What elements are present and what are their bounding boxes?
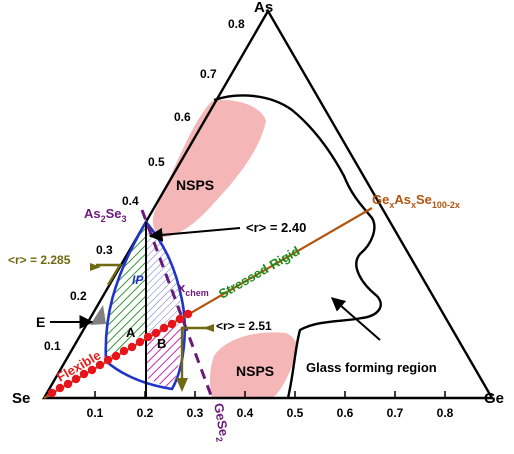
left-edge-tick-labels: 0.1 0.2 0.3 0.4 0.5 0.6 0.7 0.8: [44, 17, 245, 353]
corner-label-as: As: [254, 0, 273, 16]
r2285-label: <r> = 2.285: [8, 253, 71, 267]
left-tick-0.3: 0.3: [96, 243, 113, 257]
left-tick-0.7: 0.7: [200, 67, 217, 81]
left-tick-0.6: 0.6: [174, 110, 191, 124]
left-tick-0.4: 0.4: [122, 194, 139, 208]
composition-point: [127, 342, 137, 352]
e-label: E: [36, 314, 45, 330]
composition-point: [111, 351, 121, 361]
left-tick-0.8: 0.8: [228, 17, 245, 31]
composition-point: [183, 309, 193, 319]
nsps-label-lower: NSPS: [236, 363, 274, 379]
bottom-tick-0.4: 0.4: [237, 406, 254, 420]
left-tick-0.2: 0.2: [70, 289, 87, 303]
composition-point: [143, 332, 153, 342]
xchem-label: xchem: [178, 280, 209, 298]
bottom-tick-0.1: 0.1: [87, 406, 104, 420]
composition-point: [175, 314, 185, 324]
glass-forming-label: Glass forming region: [306, 360, 437, 375]
bottom-tick-0.5: 0.5: [287, 406, 304, 420]
left-tick-0.5: 0.5: [148, 155, 165, 169]
composition-point: [71, 374, 81, 384]
gese2-label: GeSe2: [208, 402, 232, 443]
composition-point: [103, 355, 113, 365]
arrow-glass-forming: [330, 297, 381, 341]
ip-boundary: [104, 219, 187, 391]
bottom-tick-0.3: 0.3: [187, 406, 204, 420]
bottom-tick-labels: 0.1 0.2 0.3 0.4 0.5 0.6 0.7 0.8: [87, 406, 454, 420]
r251-label: <r> = 2.51: [216, 319, 272, 333]
composition-point: [47, 388, 57, 398]
composition-point: [135, 337, 145, 347]
nsps-region-lower: [209, 332, 298, 398]
nsps-region-upper: [152, 100, 266, 238]
corner-label-ge: Ge: [484, 390, 504, 407]
bracket-r2285: [90, 263, 123, 286]
composition-point: [159, 323, 169, 333]
as2se3-label: As2Se3: [84, 206, 127, 224]
left-tick-0.1: 0.1: [44, 339, 61, 353]
zone-a-label: A: [126, 325, 136, 340]
ip-region-hatch-magenta: [146, 325, 182, 389]
formula-label: GexAsxSe100-2x: [372, 192, 460, 210]
ip-label: IP: [132, 273, 144, 287]
glass-forming-boundary: [213, 94, 382, 399]
composition-point: [95, 360, 105, 370]
zone-b-label: B: [157, 336, 166, 351]
stressed-rigid-label: Stressed Rigid: [216, 243, 302, 302]
bottom-tick-0.8: 0.8: [437, 406, 454, 420]
ip-region-hatch-green: [105, 222, 146, 361]
bottom-tick-0.7: 0.7: [387, 406, 404, 420]
composition-point: [55, 383, 65, 393]
bottom-tick-0.6: 0.6: [337, 406, 354, 420]
composition-points: [47, 309, 193, 398]
ternary-triangle: [41, 8, 495, 400]
eutectic-region: [90, 305, 106, 325]
r240-label: <r> = 2.40: [246, 220, 306, 235]
bottom-tick-0.2: 0.2: [137, 406, 154, 420]
composition-point: [63, 379, 73, 389]
composition-point: [79, 369, 89, 379]
composition-point: [167, 319, 177, 329]
nsps-label-upper: NSPS: [176, 177, 214, 193]
composition-point: [119, 346, 129, 356]
corner-label-se: Se: [12, 390, 30, 407]
composition-point: [151, 328, 161, 338]
composition-point: [87, 365, 97, 375]
bracket-r251: [176, 324, 214, 392]
arrow-r240: [148, 227, 241, 242]
